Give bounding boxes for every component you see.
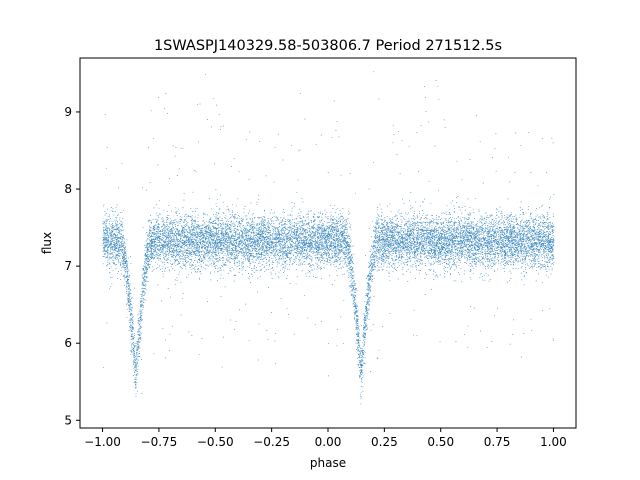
scatter-points — [102, 71, 555, 405]
x-tick-label: −0.75 — [141, 435, 178, 449]
x-tick-label: −0.25 — [253, 435, 290, 449]
x-tick-label: 0.25 — [371, 435, 398, 449]
y-axis-label: flux — [40, 232, 54, 254]
y-axis: 5 6 7 8 9 — [64, 105, 80, 427]
x-tick-label: −1.00 — [84, 435, 121, 449]
y-tick-label: 7 — [64, 259, 72, 273]
chart-title: 1SWASPJ140329.58-503806.7 Period 271512.… — [154, 38, 502, 54]
x-tick-label: 0.00 — [315, 435, 342, 449]
scatter-series — [102, 71, 555, 405]
x-tick-label: 0.50 — [427, 435, 454, 449]
y-tick-label: 8 — [64, 182, 72, 196]
x-tick-label: 0.75 — [484, 435, 511, 449]
x-axis-label: phase — [310, 456, 346, 470]
y-tick-label: 6 — [64, 336, 72, 350]
y-tick-label: 9 — [64, 105, 72, 119]
x-tick-label: 1.00 — [540, 435, 567, 449]
x-axis: −1.00 −0.75 −0.50 −0.25 0.00 0.25 0.50 0.75 1.00 — [84, 428, 567, 449]
y-tick-label: 5 — [64, 413, 72, 427]
x-tick-label: −0.50 — [197, 435, 234, 449]
